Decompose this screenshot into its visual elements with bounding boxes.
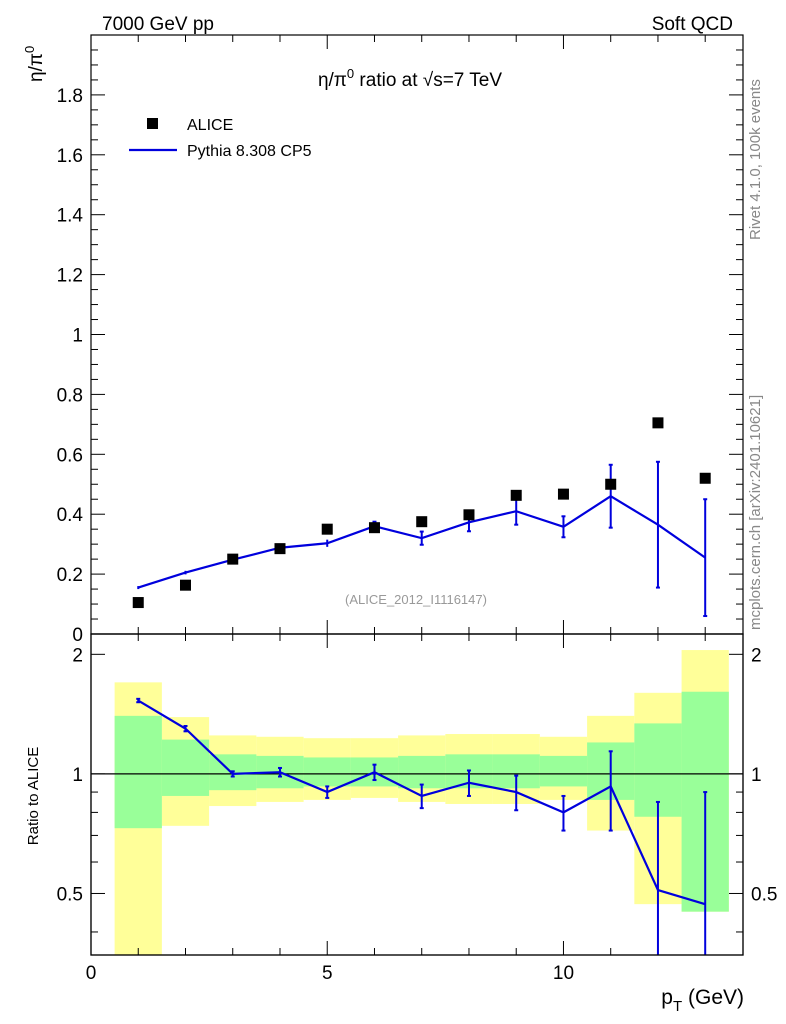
lower-y-label: Ratio to ALICE [25, 747, 42, 845]
upper-ytick-label: 0.6 [57, 445, 83, 466]
band-inner-2 [161, 739, 210, 796]
upper-ytick-label: 1.2 [57, 266, 83, 287]
legend: ALICE Pythia 8.308 CP5 [129, 117, 312, 160]
alice-data-point [321, 523, 333, 535]
alice-data-point [510, 489, 522, 501]
upper-ytick-label: 0.4 [57, 505, 84, 526]
band-inner-10 [539, 755, 588, 787]
band-inner-1 [114, 715, 162, 829]
upper-ytick-label: 1.6 [57, 146, 83, 167]
lower-frame-overlay [90, 633, 744, 956]
lower-panel: 0.5 0.5 1 1 2 2 0 5 10 [57, 633, 777, 984]
alice-data-point [179, 579, 191, 591]
upper-panel: 0 0.2 0.4 0.6 0.8 1 1.2 1.4 1.6 1.8 [57, 34, 744, 646]
upper-ytick-label: 1.4 [57, 206, 84, 227]
legend-alice-label: ALICE [187, 117, 233, 134]
alice-data-point [652, 417, 664, 429]
lower-xtick-label: 10 [553, 963, 574, 984]
lower-xtick-label: 5 [322, 963, 333, 984]
side-label-source: mcplots.cern.ch [arXiv:2401.10621] [747, 395, 764, 630]
band-inner-7 [398, 755, 446, 789]
alice-data-point [368, 522, 380, 534]
x-axis-label: pT (GeV) [661, 986, 744, 1015]
alice-data-point [227, 553, 239, 565]
band-inner-5 [303, 757, 351, 787]
legend-mc-label: Pythia 8.308 CP5 [187, 143, 312, 160]
lower-xtick-label: 0 [86, 963, 97, 984]
alice-data-point [699, 472, 711, 484]
lower-ytick-label-left: 1 [72, 765, 83, 786]
lower-ytick-label-left: 2 [72, 645, 83, 666]
lower-ytick-label-right: 2 [751, 645, 762, 666]
lower-ytick-label-right: 0.5 [751, 884, 777, 905]
upper-ytick-label: 1 [72, 326, 83, 347]
alice-data-point [132, 597, 144, 609]
alice-data-point [605, 478, 617, 490]
alice-data-point [463, 509, 475, 521]
upper-y-label: η/π0 [22, 46, 47, 82]
upper-ytick-label: 1.8 [57, 86, 83, 107]
lower-ytick-label-right: 1 [751, 765, 762, 786]
header-right: Soft QCD [652, 14, 733, 35]
main-title: η/π0 ratio at √s=7 TeV [318, 66, 502, 91]
upper-ytick-label: 0.2 [57, 565, 83, 586]
legend-alice-marker [147, 118, 158, 129]
header-left: 7000 GeV pp [102, 14, 214, 35]
upper-ytick-label: 0 [72, 625, 83, 646]
alice-data-point [557, 488, 569, 500]
ratio-line [137, 699, 706, 906]
side-label-rivet: Rivet 4.1.0, 100k events [747, 79, 764, 240]
alice-data-point [274, 543, 286, 555]
lower-ytick-label-left: 0.5 [57, 884, 83, 905]
upper-ytick-label: 0.8 [57, 385, 83, 406]
reference-label: (ALICE_2012_I1116147) [345, 592, 487, 607]
alice-data-point [416, 516, 428, 528]
